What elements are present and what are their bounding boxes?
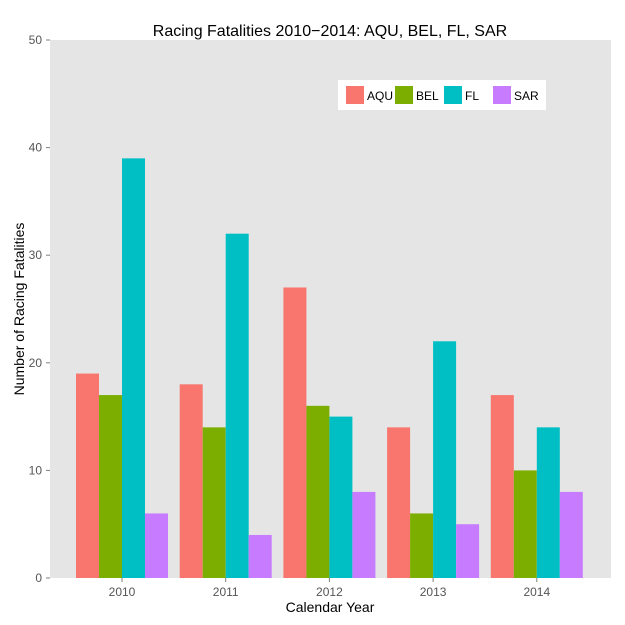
x-tick-label: 2011: [213, 585, 239, 599]
bar-sar-2010: [145, 513, 168, 578]
bar-bel-2012: [306, 405, 330, 578]
bar-aqu-2012: [283, 287, 307, 578]
y-axis: 0 10 20 30 40 50: [29, 33, 50, 585]
bar-aqu-2010: [76, 373, 99, 578]
legend-key-aqu: [346, 86, 364, 104]
bar-fl-2010: [122, 158, 145, 579]
bar-aqu-2013: [387, 427, 411, 578]
legend-box: [338, 80, 546, 110]
legend-label-bel: BEL: [416, 89, 439, 103]
legend: AQU BEL FL SAR: [338, 80, 546, 110]
bar-bel-2011: [202, 427, 226, 578]
x-tick-label: 2013: [420, 585, 447, 599]
legend-label-aqu: AQU: [367, 89, 393, 103]
bar-sar-2011: [248, 534, 272, 578]
bar-bel-2014: [513, 470, 537, 578]
legend-key-bel: [395, 86, 413, 104]
x-axis-title: Calendar Year: [286, 599, 375, 615]
x-tick-label: 2014: [523, 585, 550, 599]
x-axis: 2010 2011 2012 2013 2014: [109, 578, 550, 599]
bar-aqu-2014: [490, 395, 514, 578]
bar-sar-2014: [559, 491, 583, 578]
y-tick-label: 0: [35, 571, 42, 585]
bar-bel-2010: [99, 395, 122, 578]
bar-aqu-2011: [179, 384, 203, 578]
legend-key-sar: [493, 86, 511, 104]
legend-key-fl: [444, 86, 462, 104]
bar-sar-2013: [456, 524, 480, 578]
bar-sar-2012: [352, 491, 376, 578]
y-axis-title: Number of Racing Fatalities: [11, 223, 27, 396]
x-tick-label: 2010: [109, 585, 136, 599]
bar-fl-2013: [433, 341, 457, 578]
legend-label-fl: FL: [465, 89, 479, 103]
bars-group: [76, 158, 583, 579]
chart-title: Racing Fatalities 2010−2014: AQU, BEL, F…: [153, 23, 507, 40]
x-tick-label: 2012: [316, 585, 343, 599]
bar-bel-2013: [410, 513, 434, 578]
bar-fl-2014: [536, 427, 560, 578]
y-tick-label: 30: [29, 248, 43, 262]
y-tick-label: 50: [29, 33, 43, 47]
y-tick-label: 20: [29, 356, 43, 370]
y-tick-label: 10: [29, 463, 43, 477]
bar-fl-2012: [329, 416, 353, 578]
legend-label-sar: SAR: [514, 89, 539, 103]
bar-fl-2011: [225, 233, 249, 578]
y-tick-label: 40: [29, 141, 43, 155]
